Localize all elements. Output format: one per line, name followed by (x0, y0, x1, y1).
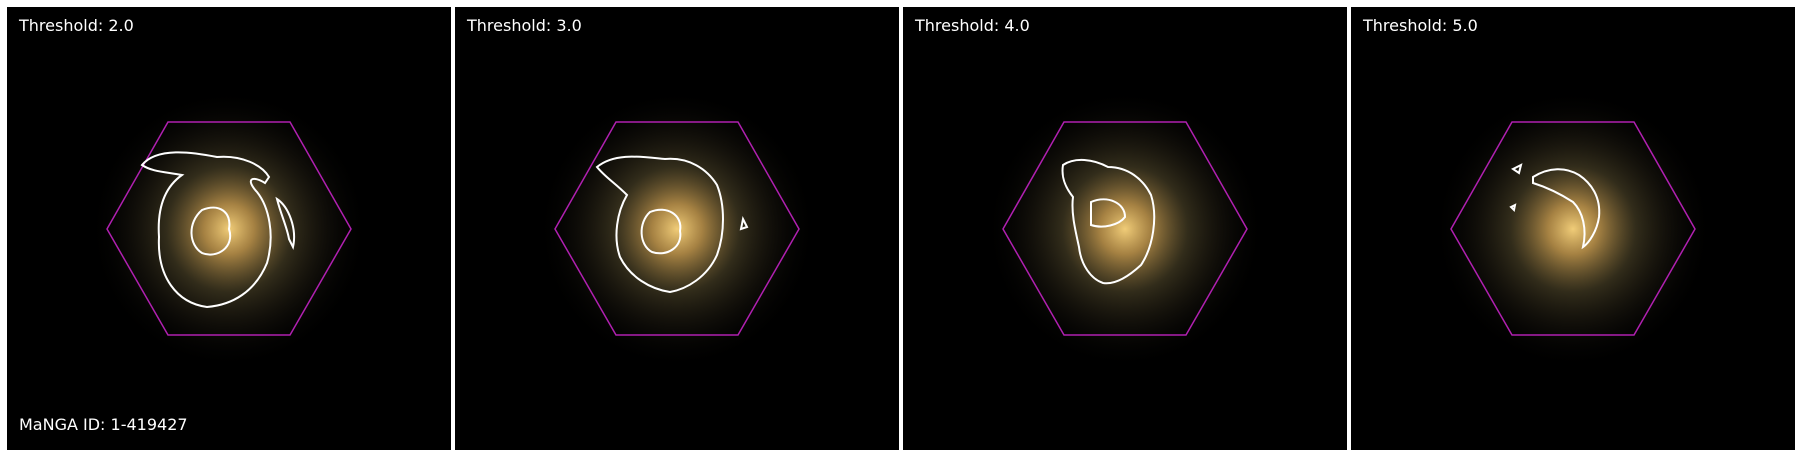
hexagon-footprint (106, 121, 352, 336)
galaxy-image-3 (985, 89, 1265, 369)
image-panel-4: Threshold: 5.0 (1351, 7, 1795, 450)
galaxy-image-2 (537, 89, 817, 369)
galaxy-glow (985, 89, 1265, 369)
hexagon-footprint (1450, 121, 1696, 336)
manga-id-label: MaNGA ID: 1-419427 (19, 415, 188, 434)
galaxy-image-4 (1433, 89, 1713, 369)
image-panel-1: Threshold: 2.0 MaNGA ID: 1-419427 (7, 7, 451, 450)
threshold-label-1: Threshold: 2.0 (19, 16, 134, 35)
contour-lines (1509, 163, 1601, 250)
galaxy-glow (1433, 89, 1713, 369)
contour-lines (140, 151, 295, 309)
hexagon-footprint (1002, 121, 1248, 336)
image-panel-3: Threshold: 4.0 (903, 7, 1347, 450)
contour-lines (595, 155, 749, 294)
galaxy-glow (537, 89, 817, 369)
galaxy-image-1 (89, 89, 369, 369)
threshold-label-4: Threshold: 5.0 (1363, 16, 1478, 35)
image-panel-2: Threshold: 3.0 (455, 7, 899, 450)
threshold-label-2: Threshold: 3.0 (467, 16, 582, 35)
hexagon-footprint (554, 121, 800, 336)
threshold-label-3: Threshold: 4.0 (915, 16, 1030, 35)
contour-lines (1061, 159, 1156, 285)
